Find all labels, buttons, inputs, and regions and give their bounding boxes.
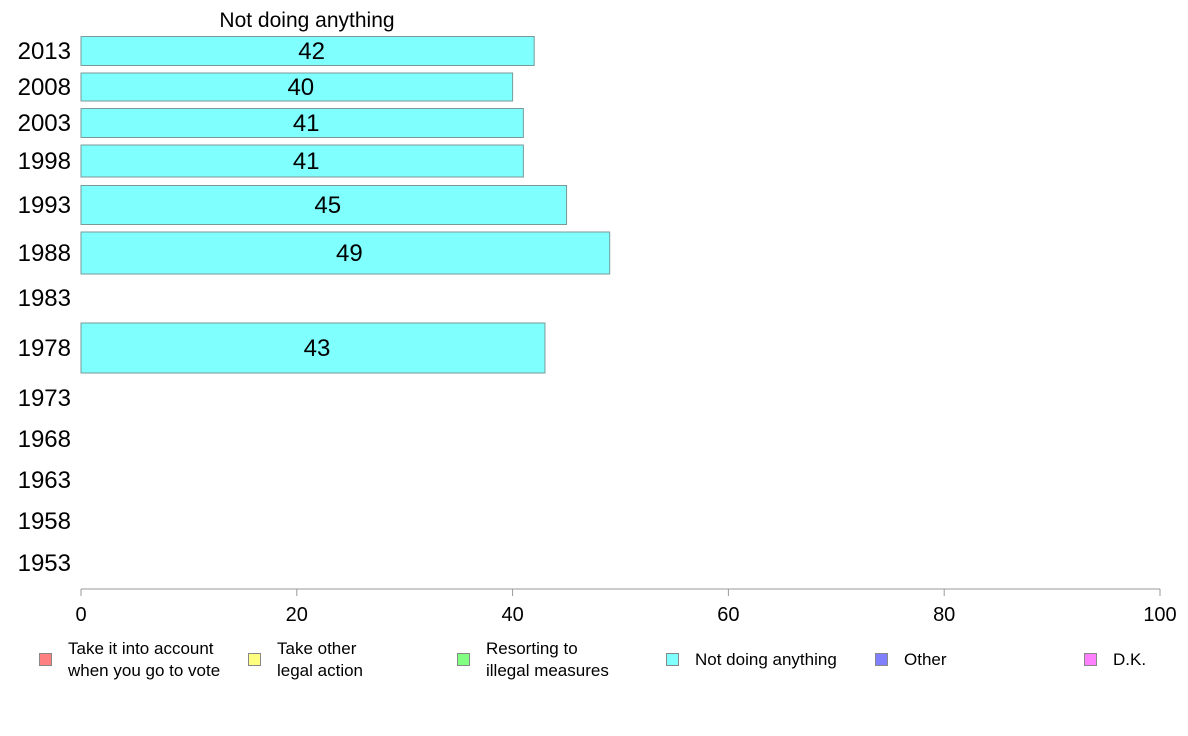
y-tick-label-1998: 1998 xyxy=(18,148,71,175)
legend-label-illegal-measures: Resorting to illegal measures xyxy=(486,639,609,680)
legend-swatch-vote xyxy=(39,653,52,666)
data-label-2008: 40 xyxy=(287,74,314,101)
legend-label-dk: D.K. xyxy=(1113,650,1147,669)
x-tick-label-60: 60 xyxy=(717,604,739,626)
legend-label-vote: Take it into account when you go to vote xyxy=(68,639,221,680)
y-tick-label-2003: 2003 xyxy=(18,110,71,137)
bar-2008 xyxy=(80,72,514,102)
data-label-2003: 41 xyxy=(293,110,320,137)
bar-1988 xyxy=(80,231,611,275)
x-tick-label-100: 100 xyxy=(1143,604,1176,626)
data-label-1993: 45 xyxy=(314,192,341,219)
bar-1978 xyxy=(80,322,546,374)
x-tick-label-40: 40 xyxy=(501,604,523,626)
y-tick-label-1983: 1983 xyxy=(18,285,71,312)
data-label-1998: 41 xyxy=(293,148,320,175)
y-tick-label-1963: 1963 xyxy=(18,467,71,494)
x-tick-label-20: 20 xyxy=(286,604,308,626)
y-tick-label-1978: 1978 xyxy=(18,335,71,362)
legend-swatch-dk xyxy=(1084,653,1097,666)
y-tick-label-1993: 1993 xyxy=(18,192,71,219)
legend-label-not-doing-anything: Not doing anything xyxy=(695,650,837,669)
x-tick-label-0: 0 xyxy=(75,604,86,626)
y-tick-label-1973: 1973 xyxy=(18,385,71,412)
y-tick-label-2008: 2008 xyxy=(18,74,71,101)
legend-item-other: Other xyxy=(875,638,947,671)
legend-swatch-other xyxy=(875,653,888,666)
chart-title: Not doing anything xyxy=(219,9,394,32)
legend-swatch-not-doing-anything xyxy=(666,653,679,666)
chart-legend: Take it into account when you go to vote… xyxy=(0,638,1188,698)
bar-1993 xyxy=(80,185,568,225)
y-tick-label-1958: 1958 xyxy=(18,508,71,535)
y-tick-label-2013: 2013 xyxy=(18,38,71,65)
data-label-1978: 43 xyxy=(304,335,331,362)
y-tick-label-1968: 1968 xyxy=(18,426,71,453)
bar-1998 xyxy=(80,144,524,178)
bar-2013 xyxy=(80,36,535,66)
legend-label-other: Other xyxy=(904,650,947,669)
legend-item-vote: Take it into account when you go to vote xyxy=(39,638,220,682)
x-tick-label-80: 80 xyxy=(933,604,955,626)
legend-item-dk: D.K. xyxy=(1084,638,1146,671)
data-label-1988: 49 xyxy=(336,240,363,267)
y-tick-label-1953: 1953 xyxy=(18,550,71,577)
legend-swatch-illegal-measures xyxy=(457,653,470,666)
data-label-2013: 42 xyxy=(298,38,325,65)
legend-swatch-legal-action xyxy=(248,653,261,666)
bar-2003 xyxy=(80,108,524,138)
legend-item-illegal-measures: Resorting to illegal measures xyxy=(457,638,609,682)
y-tick-label-1988: 1988 xyxy=(18,240,71,267)
legend-label-legal-action: Take other legal action xyxy=(277,639,364,680)
legend-item-not-doing-anything: Not doing anything xyxy=(666,638,837,671)
legend-item-legal-action: Take other legal action xyxy=(248,638,363,682)
